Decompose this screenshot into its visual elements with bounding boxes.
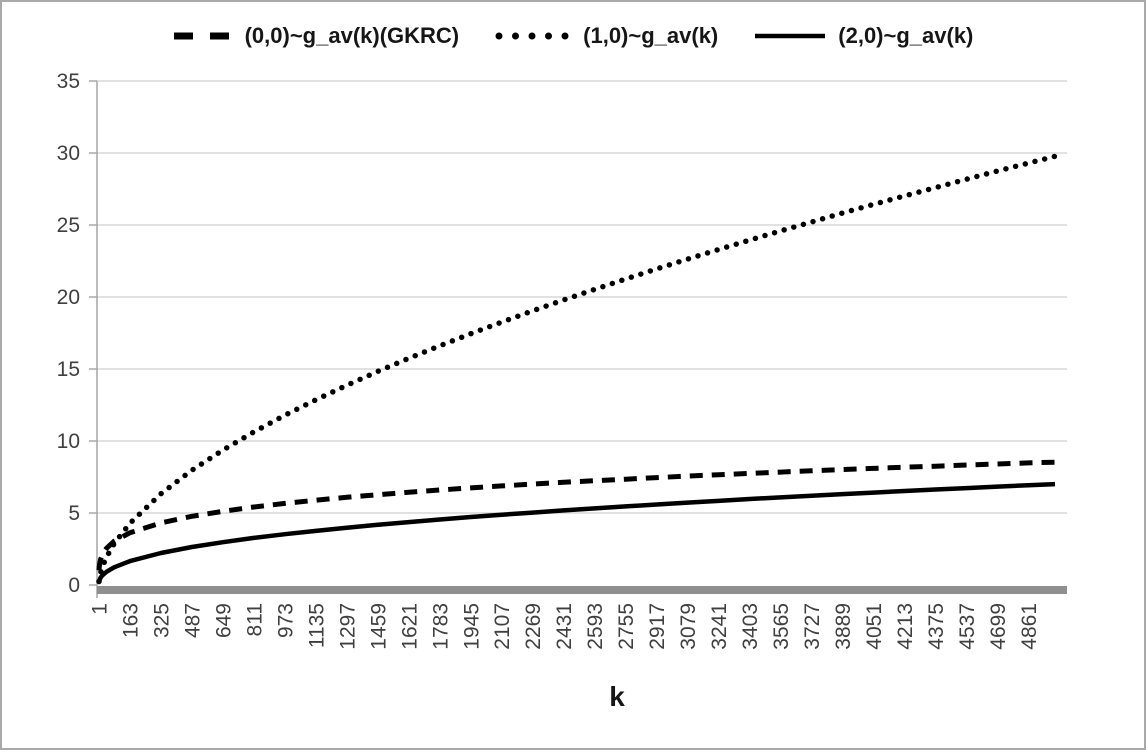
x-tick-label: 3727	[801, 603, 824, 650]
y-tick-label: 25	[57, 214, 80, 237]
dashed-line-marker-icon	[173, 32, 232, 40]
x-tick-label: 2107	[491, 603, 514, 650]
series-line-solid	[96, 481, 1056, 583]
x-axis-title: k	[609, 681, 625, 712]
y-tick-label: 5	[68, 502, 80, 525]
x-tick-label: 4375	[925, 603, 948, 650]
x-tick-label: 4861	[1018, 603, 1041, 650]
x-tick-label: 4051	[863, 603, 886, 650]
x-tick-label: 4537	[956, 603, 979, 650]
y-tick-label: 30	[57, 142, 80, 165]
x-tick-label: 2593	[584, 603, 607, 650]
x-tick-label: 649	[212, 603, 235, 638]
x-tick-label: 1945	[460, 603, 483, 650]
x-tick-label: 973	[274, 603, 297, 638]
legend-label: (0,0)~g_av(k)(GKRC)	[244, 23, 460, 48]
x-tick-label: 2431	[553, 603, 576, 650]
x-tick-label: 1621	[398, 603, 421, 650]
x-tick-label: 3241	[708, 603, 731, 650]
x-tick-label: 2269	[522, 603, 545, 650]
x-tick-label: 3403	[739, 603, 762, 650]
x-tick-label: 3565	[770, 603, 793, 650]
series-line-dashed	[96, 459, 1056, 571]
x-tick-label: 4213	[894, 603, 917, 650]
legend-label: (2,0)~g_av(k)	[838, 23, 974, 48]
solid-line-marker-icon	[755, 33, 826, 39]
x-tick-label: 487	[181, 603, 204, 638]
x-tick-label: 3079	[677, 603, 700, 650]
x-tick-label: 1135	[305, 603, 328, 648]
x-tick-label: 2917	[646, 603, 669, 650]
x-tick-label: 1459	[367, 603, 390, 650]
x-tick-label: 163	[119, 603, 142, 638]
legend-label: (1,0)~g_av(k)	[583, 23, 719, 48]
x-tick-label: 1783	[429, 603, 452, 650]
y-tick-label: 0	[68, 574, 80, 597]
legend-item-gkrc: (0,0)~g_av(k)(GKRC)	[173, 23, 460, 49]
dotted-line-marker-icon	[495, 32, 571, 40]
x-tick-label: 325	[150, 603, 173, 638]
x-tick-label: 2755	[615, 603, 638, 650]
x-tick-label: 3889	[832, 603, 855, 650]
legend-item-1-0: (1,0)~g_av(k)	[495, 23, 718, 49]
series-line-dotted	[96, 153, 1058, 585]
x-tick-label: 811	[243, 603, 266, 636]
legend: (0,0)~g_av(k)(GKRC) (1,0)~g_av(k) (2,0)~…	[2, 22, 1144, 50]
y-tick-label: 20	[57, 286, 80, 309]
x-axis-band	[97, 586, 1067, 594]
y-tick-label: 15	[57, 358, 80, 381]
y-tick-label: 10	[57, 430, 80, 453]
x-tick-label: 1	[89, 603, 112, 615]
y-tick-label: 35	[57, 70, 80, 93]
x-tick-label: 1297	[336, 603, 359, 650]
legend-item-2-0: (2,0)~g_av(k)	[754, 23, 973, 49]
x-tick-label: 4699	[987, 603, 1010, 650]
